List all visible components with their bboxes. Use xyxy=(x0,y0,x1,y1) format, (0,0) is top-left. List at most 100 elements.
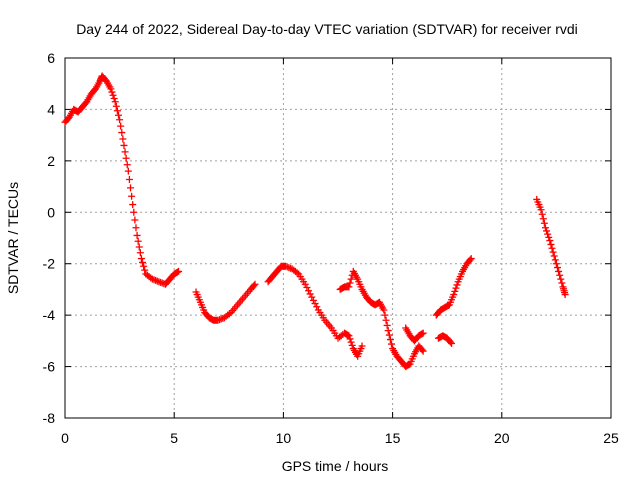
data-point-marker xyxy=(537,206,545,214)
data-point-marker xyxy=(345,332,353,340)
data-point-marker xyxy=(301,280,309,288)
y-tick-label: -6 xyxy=(43,359,56,375)
data-point-marker xyxy=(139,258,147,266)
data-point-marker xyxy=(348,341,356,349)
data-point-marker xyxy=(358,342,366,350)
data-point-marker xyxy=(388,340,396,348)
data-point-marker xyxy=(540,219,548,227)
chart-title: Day 244 of 2022, Sidereal Day-to-day VTE… xyxy=(76,21,578,37)
x-tick-label: 10 xyxy=(276,430,292,446)
y-tick-label: 0 xyxy=(47,204,55,220)
data-point-marker xyxy=(123,161,131,169)
data-point-marker xyxy=(109,91,117,99)
data-point-marker xyxy=(306,290,314,298)
data-point-marker xyxy=(122,154,130,162)
data-point-marker xyxy=(119,135,127,143)
x-tick-label: 5 xyxy=(170,430,178,446)
data-point-marker xyxy=(453,281,461,289)
data-point-marker xyxy=(553,264,561,272)
data-point-marker xyxy=(548,244,556,252)
data-point-marker xyxy=(538,210,546,218)
x-tick-label: 15 xyxy=(385,430,401,446)
data-point-marker xyxy=(555,267,563,275)
data-point-marker xyxy=(134,237,142,245)
data-point-marker xyxy=(546,237,554,245)
data-point-marker xyxy=(303,284,311,291)
data-point-marker xyxy=(129,201,137,209)
data-point-marker xyxy=(346,335,354,343)
grid-lines xyxy=(65,58,611,418)
data-point-marker xyxy=(543,227,551,235)
x-tick-label: 20 xyxy=(494,430,510,446)
y-tick-label: 4 xyxy=(47,101,55,117)
data-point-marker xyxy=(136,249,144,257)
data-point-marker xyxy=(552,260,560,268)
data-point-marker xyxy=(113,107,121,115)
y-tick-label: -2 xyxy=(43,256,56,272)
data-point-marker xyxy=(545,233,553,241)
data-point-marker xyxy=(309,296,317,304)
data-point-marker xyxy=(313,303,321,311)
data-point-marker xyxy=(385,331,393,339)
data-point-marker xyxy=(125,176,133,183)
data-point-marker xyxy=(450,291,458,299)
data-point-marker xyxy=(110,95,118,102)
y-tick-label: -8 xyxy=(43,410,56,426)
data-point-marker xyxy=(107,85,115,93)
data-point-marker xyxy=(556,271,564,279)
y-axis-label: SDTVAR / TECUs xyxy=(5,182,21,294)
y-tick-label: 2 xyxy=(47,153,55,169)
data-point-marker xyxy=(251,280,259,288)
data-point-marker xyxy=(383,321,391,329)
data-point-marker xyxy=(118,129,126,137)
data-point-marker xyxy=(551,256,559,264)
y-tick-label: -4 xyxy=(43,307,56,323)
data-point-marker xyxy=(175,267,183,275)
data-point-marker xyxy=(557,275,565,283)
data-point-marker xyxy=(131,216,139,224)
data-point-marker xyxy=(550,252,558,260)
data-point-marker xyxy=(120,141,128,149)
data-point-marker xyxy=(347,275,355,283)
data-point-marker xyxy=(547,240,555,248)
data-point-marker xyxy=(467,255,475,263)
data-point-marker xyxy=(127,184,135,192)
data-point-marker xyxy=(446,338,454,346)
data-point-marker xyxy=(124,167,132,175)
data-point-marker xyxy=(135,243,143,251)
data-point-marker xyxy=(305,287,313,295)
data-point-marker xyxy=(112,102,120,110)
data-point-marker xyxy=(345,283,353,291)
data-point-marker xyxy=(140,262,148,270)
data-point-marker xyxy=(116,116,124,124)
data-point-marker xyxy=(128,192,136,200)
data-point-marker xyxy=(115,111,123,119)
data-point-marker xyxy=(346,279,354,287)
data-point-marker xyxy=(380,306,388,314)
data-point-marker xyxy=(141,266,149,274)
data-point-marker xyxy=(382,316,390,324)
data-point-marker xyxy=(539,215,547,223)
data-point-marker xyxy=(561,291,569,299)
data-point-marker xyxy=(418,346,426,354)
x-tick-label: 25 xyxy=(603,430,619,446)
x-axis-label: GPS time / hours xyxy=(282,458,389,474)
data-point-marker xyxy=(117,122,125,130)
data-point-marker xyxy=(384,327,392,335)
data-point-marker xyxy=(381,311,389,319)
data-point-marker xyxy=(108,88,116,96)
data-point-marker xyxy=(130,208,138,216)
data-point-marker xyxy=(549,248,557,256)
data-series xyxy=(61,72,569,371)
data-point-marker xyxy=(121,148,129,156)
data-point-marker xyxy=(111,98,119,106)
data-point-marker xyxy=(448,339,456,347)
data-point-marker xyxy=(133,231,141,239)
x-tick-label: 0 xyxy=(61,430,69,446)
data-point-marker xyxy=(451,287,459,295)
data-point-marker xyxy=(419,329,427,337)
data-point-marker xyxy=(308,293,316,301)
data-point-marker xyxy=(311,300,319,308)
